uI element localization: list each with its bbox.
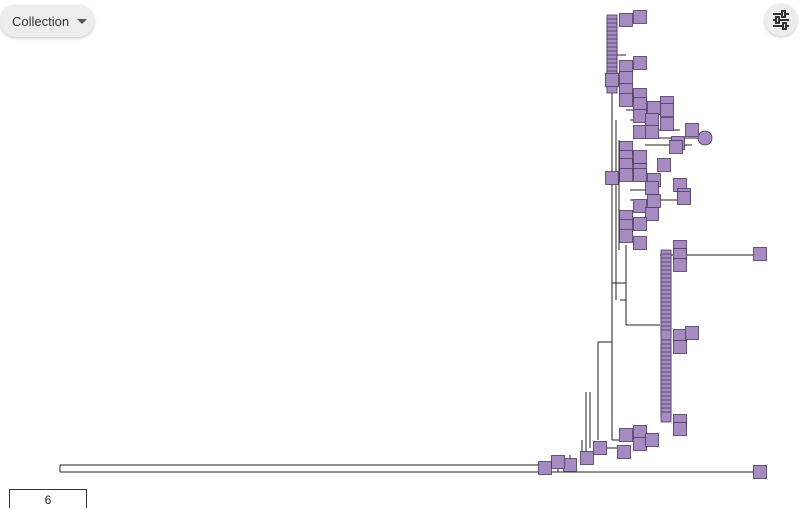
tree-leaf-node[interactable]	[551, 455, 565, 469]
tune-sliders-icon	[773, 10, 789, 30]
tree-leaf-node[interactable]	[619, 168, 633, 182]
tree-leaf-node[interactable]	[633, 125, 647, 139]
tree-leaf-node[interactable]	[633, 217, 647, 231]
chevron-down-icon	[77, 18, 88, 24]
scale-bar-label: 6	[44, 493, 52, 507]
tree-leaf-node[interactable]	[660, 103, 674, 117]
tree-leaf-node[interactable]	[633, 437, 647, 451]
tree-nodes	[538, 10, 767, 479]
tree-leaf-node[interactable]	[633, 56, 647, 70]
tree-leaf-node[interactable]	[619, 71, 633, 85]
tree-leaf-node[interactable]	[673, 258, 687, 272]
tree-leaf-node[interactable]	[660, 329, 672, 341]
collection-label: Collection	[12, 13, 70, 29]
tree-leaf-node[interactable]	[669, 140, 683, 154]
tree-leaf-node[interactable]	[645, 433, 659, 447]
tree-branches	[59, 22, 760, 473]
tree-leaf-node[interactable]	[619, 13, 633, 27]
tree-leaf-node[interactable]	[645, 125, 659, 139]
tree-leaf-node[interactable]	[647, 194, 661, 208]
tree-leaf-node[interactable]	[619, 93, 633, 107]
tree-leaf-node[interactable]	[673, 340, 687, 354]
tree-leaf-node[interactable]	[605, 73, 619, 87]
tree-leaf-node[interactable]	[753, 247, 767, 261]
tree-leaf-node[interactable]	[633, 109, 647, 123]
tree-leaf-node[interactable]	[645, 113, 659, 127]
tree-leaf-node[interactable]	[645, 181, 659, 195]
tree-leaf-node[interactable]	[619, 229, 633, 243]
collection-button[interactable]: Collection	[0, 5, 94, 37]
tree-leaf-node[interactable]	[538, 461, 552, 475]
tree-leaf-node[interactable]	[619, 428, 633, 442]
tree-leaf-node[interactable]	[660, 117, 674, 131]
tree-leaf-node[interactable]	[673, 422, 687, 436]
tree-leaf-node[interactable]	[593, 441, 607, 455]
tree-leaf-node[interactable]	[633, 10, 647, 24]
tree-leaf-node[interactable]	[633, 97, 647, 111]
tree-leaf-node[interactable]	[685, 123, 699, 137]
tree-leaf-node[interactable]	[657, 158, 671, 172]
tree-leaf-node[interactable]	[633, 168, 647, 182]
settings-button[interactable]	[765, 4, 797, 36]
tree-leaf-node[interactable]	[677, 191, 691, 205]
tree-leaf-node[interactable]	[697, 130, 713, 146]
tree-leaf-node[interactable]	[660, 411, 672, 423]
tree-leaf-node[interactable]	[617, 445, 631, 459]
tree-leaf-node[interactable]	[633, 425, 647, 439]
tree-leaf-node[interactable]	[647, 101, 661, 115]
tree-leaf-node[interactable]	[633, 236, 647, 250]
scale-bar: 6	[9, 489, 87, 508]
tree-leaf-node[interactable]	[645, 207, 659, 221]
tree-leaf-node[interactable]	[605, 171, 619, 185]
tree-leaf-node[interactable]	[633, 199, 647, 213]
tree-leaf-node[interactable]	[633, 150, 647, 164]
tree-leaf-node[interactable]	[563, 458, 577, 472]
tree-leaf-node[interactable]	[685, 326, 699, 340]
tree-leaf-node[interactable]	[753, 465, 767, 479]
tree-leaf-node[interactable]	[580, 451, 594, 465]
